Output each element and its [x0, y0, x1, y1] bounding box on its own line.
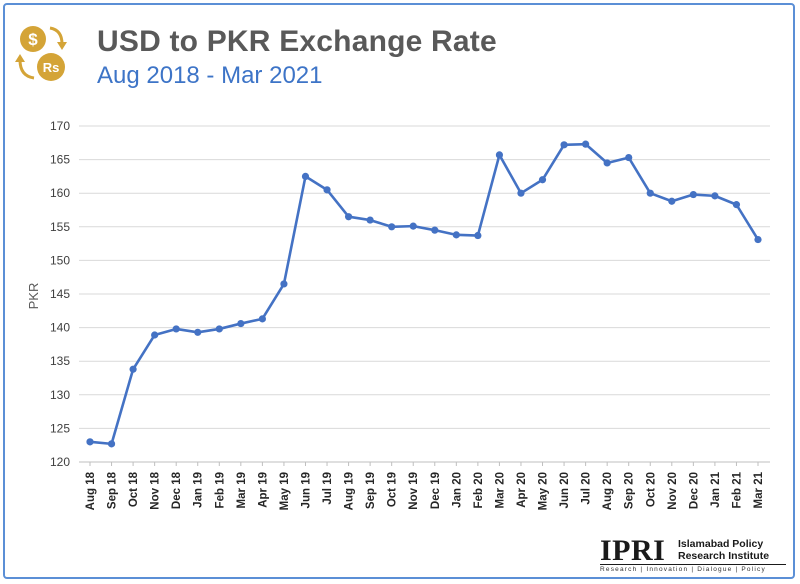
ipri-logo-mark: IPRI	[600, 534, 666, 567]
x-axis-ticks: Aug 18 Sep 18 Oct 18 Nov 18 Dec 18 Jan 19 Feb …	[85, 462, 765, 510]
rupee-symbol: Rs	[43, 60, 60, 75]
x-tick-label: Feb 19	[214, 472, 226, 508]
data-point	[538, 176, 547, 184]
data-point	[603, 159, 611, 167]
arrow-top-icon	[49, 26, 64, 45]
data-point	[495, 151, 504, 159]
x-tick-label: Dec 20	[688, 472, 700, 509]
y-axis-label: PKR	[26, 283, 41, 310]
branding-divider	[600, 564, 786, 565]
series-line	[89, 142, 760, 446]
y-axis-ticks: 120 125 130 135 140 145 150 155 160 165 170	[50, 119, 70, 469]
ipri-branding: IPRI Islamabad Policy Research Institute…	[600, 534, 790, 577]
data-point	[215, 325, 223, 333]
x-tick-label: Sep 18	[107, 471, 119, 509]
data-point	[107, 440, 116, 448]
data-point	[646, 189, 654, 197]
x-tick-label: May 20	[538, 472, 550, 510]
rupee-coin	[37, 53, 65, 81]
x-tick-label: Oct 20	[645, 472, 657, 507]
x-tick-label: Apr 19	[257, 472, 269, 508]
y-tick-label: 165	[50, 153, 70, 167]
x-tick-label: Mar 19	[236, 472, 248, 508]
x-tick-label: Apr 20	[516, 472, 528, 508]
arrow-bottom-icon	[18, 59, 35, 80]
y-tick-label: 155	[50, 220, 70, 234]
x-tick-label: Jun 20	[559, 472, 571, 508]
data-point	[732, 201, 741, 209]
data-point	[172, 325, 180, 333]
x-tick-label: Mar 20	[494, 472, 506, 508]
data-point	[194, 328, 202, 336]
y-tick-label: 120	[50, 455, 70, 469]
x-tick-label: Nov 20	[667, 472, 679, 510]
x-tick-label: Jan 21	[710, 471, 722, 507]
chart-frame	[3, 3, 795, 579]
y-tick-label: 140	[50, 321, 70, 335]
x-tick-label: Feb 20	[473, 472, 485, 508]
gridlines	[79, 125, 770, 463]
x-tick-label: Jan 20	[451, 472, 463, 508]
data-point	[280, 280, 288, 288]
data-point	[366, 216, 374, 224]
arrow-top-head	[57, 42, 67, 50]
data-point	[431, 226, 439, 234]
data-point	[689, 190, 697, 199]
x-tick-label: Oct 18	[128, 471, 140, 507]
x-tick-label: Jan 19	[193, 472, 205, 508]
data-point	[711, 192, 719, 200]
chart-title: USD to PKR Exchange Rate	[97, 25, 497, 58]
x-tick-label: Aug 18	[85, 471, 97, 510]
x-tick-label: Nov 18	[150, 471, 162, 509]
data-point	[323, 186, 331, 194]
x-tick-label: Feb 21	[731, 471, 743, 508]
data-point	[625, 153, 633, 162]
x-tick-label: Dec 19	[430, 472, 442, 509]
x-tick-label: Jul 19	[322, 472, 334, 505]
ipri-tagline: Research | Innovation | Dialogue | Polic…	[600, 566, 766, 573]
data-point	[560, 141, 568, 149]
ipri-name: Islamabad Policy Research Institute	[678, 538, 770, 562]
x-tick-label: Sep 19	[365, 472, 377, 509]
x-tick-label: Mar 21	[753, 471, 765, 508]
data-point	[258, 315, 266, 323]
data-point	[517, 189, 525, 197]
x-tick-label: Aug 19	[344, 472, 356, 510]
data-point	[754, 235, 762, 244]
y-tick-label: 150	[50, 253, 70, 267]
data-points	[86, 140, 762, 448]
x-tick-label: Jul 20	[581, 472, 593, 505]
x-tick-label: Aug 20	[602, 472, 614, 510]
y-tick-label: 135	[50, 354, 70, 368]
y-tick-label: 130	[50, 388, 70, 402]
data-point	[668, 197, 676, 205]
data-point	[237, 319, 245, 328]
y-tick-label: 160	[50, 186, 70, 200]
x-tick-label: Nov 19	[408, 472, 420, 510]
data-point	[129, 365, 137, 373]
data-point	[582, 140, 590, 148]
data-point	[409, 222, 417, 230]
dollar-symbol: $	[28, 30, 38, 49]
y-tick-label: 145	[50, 287, 70, 301]
data-point	[344, 213, 353, 221]
data-point	[151, 331, 159, 339]
chart-subtitle: Aug 2018 - Mar 2021	[97, 62, 323, 89]
x-tick-label: Oct 19	[387, 472, 399, 507]
data-point	[86, 438, 94, 446]
x-tick-label: Jun 19	[300, 472, 312, 508]
x-tick-label: May 19	[279, 472, 291, 510]
currency-exchange-icon: $ Rs	[15, 26, 67, 81]
y-tick-label: 125	[50, 421, 70, 435]
dollar-coin	[20, 26, 46, 52]
data-point	[452, 231, 460, 239]
arrow-bottom-head	[15, 54, 25, 62]
x-tick-label: Dec 18	[171, 471, 183, 509]
x-tick-label: Sep 20	[624, 472, 636, 509]
data-point	[388, 223, 396, 231]
y-tick-label: 170	[50, 119, 70, 133]
data-point	[301, 172, 310, 180]
data-point	[474, 231, 482, 240]
